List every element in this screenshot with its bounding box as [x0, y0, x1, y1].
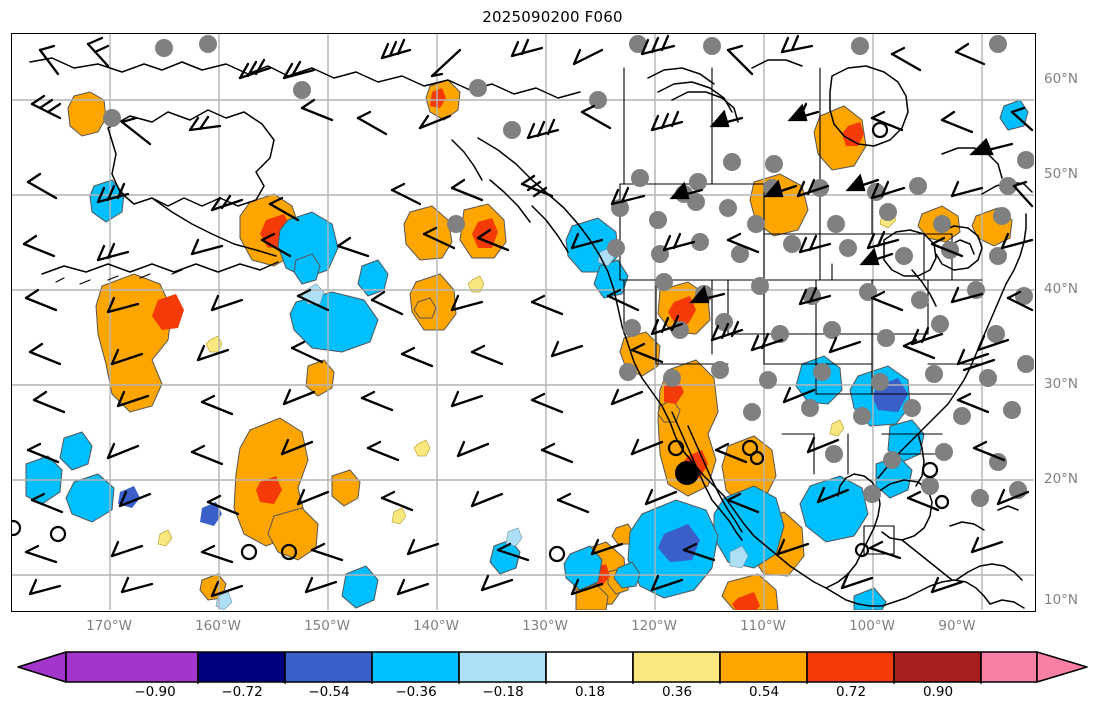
- colorbar-seg-3: [371, 651, 460, 683]
- lon-label-90w: 90°W: [938, 618, 976, 634]
- colorbar[interactable]: [0, 650, 1105, 684]
- colorbar-tick--0.18: −0.18: [482, 684, 524, 700]
- wind-barb-layer: [22, 34, 1034, 598]
- colorbar-seg-1: [197, 651, 286, 683]
- colorbar-tick-0.18: 0.18: [574, 684, 606, 700]
- lon-label-130w: 130°W: [522, 618, 568, 634]
- lat-label-30n: 30°N: [1044, 376, 1079, 392]
- colorbar-tick-0.72: 0.72: [835, 684, 867, 700]
- lon-label-170w: 170°W: [86, 618, 132, 634]
- colorbar-seg-9: [893, 651, 982, 683]
- lon-label-140w: 140°W: [413, 618, 459, 634]
- colorbar-under-extend: [17, 651, 67, 683]
- filled-contour-layer: [25, 79, 1029, 610]
- special-marker-layer: [12, 121, 950, 563]
- filled-black-dot-marker: [675, 461, 699, 485]
- colorbar-seg-10: [980, 651, 1038, 683]
- lat-label-50n: 50°N: [1044, 166, 1079, 182]
- lon-label-100w: 100°W: [849, 618, 895, 634]
- page-title: 2025090200 F060: [482, 8, 623, 26]
- colorbar-tick--0.36: −0.36: [395, 684, 437, 700]
- colorbar-tick-0.90: 0.90: [922, 684, 954, 700]
- colorbar-tick-0.54: 0.54: [748, 684, 780, 700]
- map-canvas[interactable]: [12, 34, 1034, 610]
- colorbar-seg-2: [284, 651, 373, 683]
- colorbar-seg-6: [632, 651, 721, 683]
- lat-label-20n: 20°N: [1044, 471, 1079, 487]
- map-panel[interactable]: [11, 33, 1036, 612]
- lat-label-40n: 40°N: [1044, 281, 1079, 297]
- colorbar-seg-5: [545, 651, 634, 683]
- colorbar-seg-4: [458, 651, 547, 683]
- lon-label-150w: 150°W: [304, 618, 350, 634]
- lon-label-160w: 160°W: [195, 618, 241, 634]
- lat-label-60n: 60°N: [1044, 71, 1079, 87]
- colorbar-over-extend: [1036, 651, 1088, 683]
- lon-label-110w: 110°W: [740, 618, 786, 634]
- lon-label-120w: 120°W: [631, 618, 677, 634]
- colorbar-seg-7: [719, 651, 808, 683]
- colorbar-tick--0.54: −0.54: [308, 684, 350, 700]
- colorbar-tick--0.90: −0.90: [134, 684, 176, 700]
- colorbar-seg-8: [806, 651, 895, 683]
- colorbar-seg-0: [65, 651, 199, 683]
- colorbar-tick-0.36: 0.36: [661, 684, 693, 700]
- coastline-layer: [29, 57, 1033, 609]
- lat-label-10n: 10°N: [1044, 592, 1079, 608]
- colorbar-tick--0.72: −0.72: [221, 684, 263, 700]
